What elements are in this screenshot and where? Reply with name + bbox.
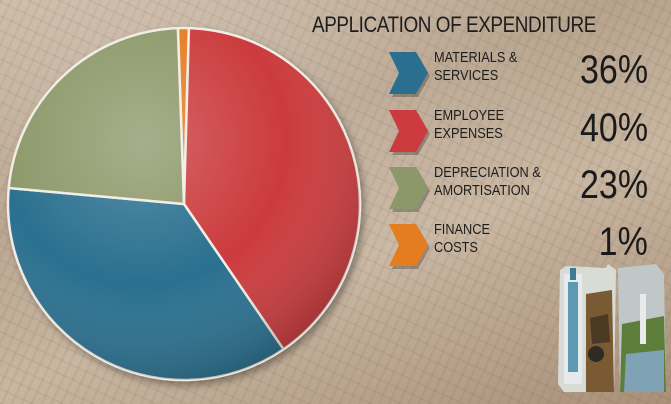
legend-label-depreciation: DEPRECIATION & AMORTISATION — [434, 164, 541, 199]
legend-value-depreciation: 23% — [579, 163, 648, 207]
legend-value-materials: 36% — [579, 48, 648, 92]
legend-item-finance: FINANCE COSTS 1% — [388, 220, 648, 270]
legend-item-materials: MATERIALS & SERVICES 36% — [388, 48, 648, 98]
legend-item-employee: EMPLOYEE EXPENSES 40% — [388, 106, 648, 156]
legend-value-employee: 40% — [579, 106, 648, 150]
chart-title: APPLICATION OF EXPENDITURE — [312, 12, 596, 37]
legend-swatch-depreciation — [389, 167, 430, 212]
photo-inset — [558, 264, 666, 392]
legend-value-finance: 1% — [598, 220, 648, 264]
legend-label-materials: MATERIALS & SERVICES — [434, 49, 518, 84]
legend-swatch-materials — [389, 52, 430, 97]
legend-item-depreciation: DEPRECIATION & AMORTISATION 23% — [388, 163, 648, 213]
legend-swatch-finance — [389, 224, 430, 269]
legend-label-employee: EMPLOYEE EXPENSES — [434, 107, 505, 142]
pie-slice-depreciation — [7, 26, 186, 206]
legend-label-finance: FINANCE COSTS — [434, 221, 490, 256]
legend-swatch-employee — [389, 110, 430, 155]
